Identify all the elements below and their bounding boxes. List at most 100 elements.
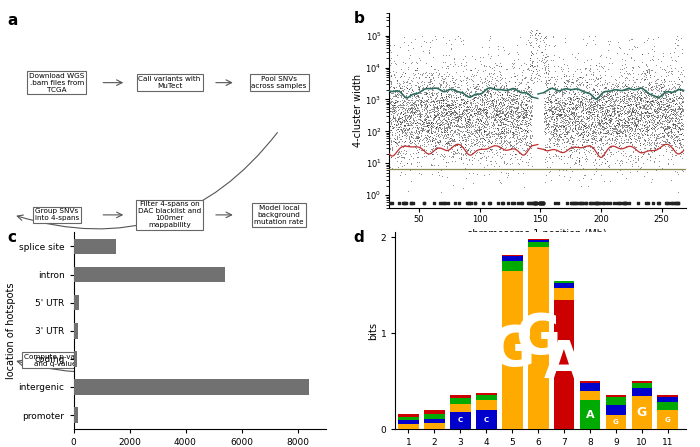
Point xyxy=(456,143,467,151)
Point xyxy=(482,139,493,147)
Point xyxy=(627,63,638,70)
Point xyxy=(603,110,615,118)
Point xyxy=(419,101,430,109)
Point xyxy=(523,64,534,72)
Point xyxy=(561,77,573,84)
Point xyxy=(515,105,526,113)
Point xyxy=(441,62,452,69)
Point xyxy=(508,133,519,140)
Point xyxy=(431,97,442,104)
Point xyxy=(631,93,643,100)
Point xyxy=(594,120,606,127)
Point xyxy=(545,123,557,130)
Point xyxy=(462,134,473,141)
Point xyxy=(600,83,611,90)
Point xyxy=(477,115,488,122)
Point xyxy=(567,141,578,148)
Point xyxy=(650,141,662,148)
Point xyxy=(430,112,442,119)
Point xyxy=(588,85,599,93)
Point xyxy=(579,66,590,73)
Point xyxy=(406,112,417,119)
Point xyxy=(427,100,438,107)
Point xyxy=(389,107,400,114)
Point xyxy=(456,108,468,115)
Point xyxy=(439,105,450,113)
Point xyxy=(652,118,663,125)
Point xyxy=(427,115,438,122)
Point xyxy=(581,107,592,114)
Point xyxy=(595,102,606,109)
Point xyxy=(479,61,490,68)
Point xyxy=(409,136,420,143)
Point xyxy=(484,138,496,145)
Point xyxy=(510,86,521,93)
Point xyxy=(461,97,472,105)
Point xyxy=(580,146,592,153)
Point xyxy=(442,130,454,137)
Point xyxy=(552,138,564,145)
Point xyxy=(578,95,589,102)
Point xyxy=(644,110,655,117)
Point xyxy=(602,96,613,103)
Point xyxy=(570,127,582,134)
Point xyxy=(393,87,405,94)
Point xyxy=(502,109,513,116)
Point xyxy=(674,85,685,92)
Point xyxy=(654,116,665,123)
Point xyxy=(460,118,471,125)
Point xyxy=(496,115,507,122)
Point xyxy=(470,140,481,148)
Point xyxy=(511,72,522,79)
Point xyxy=(461,78,472,85)
Point xyxy=(389,101,400,108)
Point xyxy=(482,86,493,93)
Point xyxy=(574,112,585,119)
Point xyxy=(442,139,454,146)
Point xyxy=(416,33,427,40)
Point xyxy=(502,90,513,97)
Point xyxy=(435,128,447,135)
Point xyxy=(640,84,651,91)
Point xyxy=(595,113,606,120)
Point xyxy=(411,118,422,125)
Point xyxy=(675,122,686,129)
Point xyxy=(557,106,568,113)
Point xyxy=(438,116,449,123)
Point xyxy=(564,95,575,102)
Point xyxy=(444,121,456,128)
Point xyxy=(411,123,422,131)
Point xyxy=(494,89,505,96)
Point xyxy=(587,136,598,143)
Point xyxy=(593,110,604,117)
Point xyxy=(668,138,680,145)
Point xyxy=(442,101,453,108)
Text: G: G xyxy=(637,406,647,419)
Point xyxy=(494,117,505,124)
Point xyxy=(443,92,454,99)
Point xyxy=(486,110,497,118)
Point xyxy=(624,101,635,109)
Point xyxy=(474,110,485,117)
Point xyxy=(626,101,637,108)
Point xyxy=(475,120,486,127)
Point xyxy=(549,67,560,74)
Point xyxy=(592,101,603,108)
Point xyxy=(489,84,500,91)
Point xyxy=(492,121,503,128)
Point xyxy=(626,141,638,148)
Point xyxy=(542,93,553,100)
Point xyxy=(619,122,630,129)
Point xyxy=(604,90,615,97)
Point xyxy=(646,94,657,101)
Point xyxy=(384,99,395,106)
Point xyxy=(397,115,408,122)
Point xyxy=(592,143,603,151)
Point xyxy=(517,127,528,134)
Point xyxy=(574,113,585,120)
Point xyxy=(591,122,602,130)
Point xyxy=(644,139,655,146)
Point xyxy=(665,90,676,97)
Point xyxy=(547,133,559,140)
Point xyxy=(454,131,465,138)
